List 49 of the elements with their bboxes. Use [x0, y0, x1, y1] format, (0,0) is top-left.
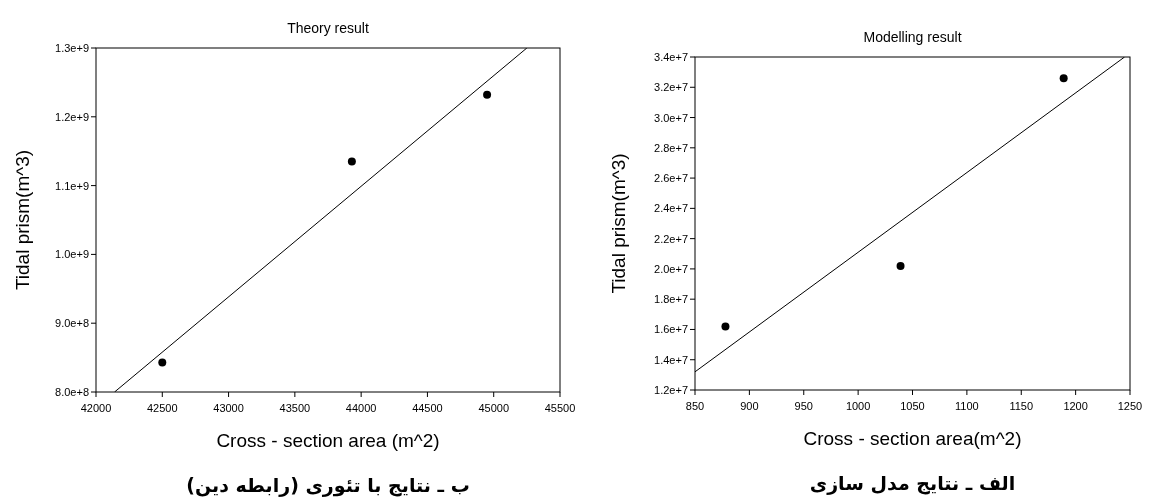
x-tick-label: 1150 — [1009, 400, 1034, 412]
x-tick-label: 1100 — [955, 400, 979, 412]
text: الف ـ نتایج مدل سازی — [809, 472, 1016, 495]
x-tick-label: 44500 — [412, 402, 443, 414]
x-tick-label: 850 — [685, 400, 705, 412]
x-tick-label: 43000 — [213, 402, 244, 414]
point — [158, 358, 167, 367]
x-tick-label: 42500 — [146, 402, 178, 414]
y-tick-label: 1.1e+9 — [55, 179, 89, 192]
y-tick-label: 1.2e+9 — [55, 110, 89, 123]
y-tick-label: 9.0e+8 — [55, 317, 89, 330]
point — [721, 322, 730, 331]
y-tick-label: 3.0e+7 — [654, 111, 688, 124]
point — [483, 90, 492, 99]
y-tick-label: 1.8e+7 — [654, 293, 688, 306]
x-axis-title: Cross - section area (m^2) — [216, 430, 440, 451]
y-tick-label: 2.2e+7 — [654, 232, 688, 245]
y-tick-label: 1.3e+9 — [55, 42, 89, 54]
x-tick-label: 42000 — [80, 402, 112, 414]
x-tick-label: 1050 — [900, 400, 925, 412]
y-axis-title: Tidal prism(m^3) — [12, 149, 34, 291]
y-tick-label: 3.4e+7 — [654, 51, 688, 63]
y-tick-label: 2.0e+7 — [654, 262, 688, 275]
y-tick-label: 1.4e+7 — [654, 353, 688, 366]
point — [347, 157, 356, 166]
x-tick-label: 44000 — [345, 402, 377, 414]
x-tick-label: 1000 — [845, 400, 871, 412]
chart-title: Modelling result — [863, 29, 962, 45]
x-tick-label: 1200 — [1063, 400, 1088, 412]
x-tick-label: 900 — [740, 400, 759, 412]
y-axis-title: Tidal prism(m^3) — [608, 153, 630, 294]
x-tick-label: 43500 — [279, 402, 311, 414]
y-tick-label: 3.2e+7 — [654, 81, 688, 94]
x-tick-label: 45000 — [478, 402, 510, 414]
y-tick-label: 2.4e+7 — [654, 202, 688, 215]
point — [896, 261, 905, 270]
y-tick-label: 1.2e+7 — [654, 384, 688, 396]
y-tick-label: 2.6e+7 — [654, 172, 688, 185]
y-tick-label: 1.0e+9 — [55, 248, 89, 261]
y-tick-label: 2.8e+7 — [654, 141, 688, 154]
x-tick-label: 1250 — [1117, 400, 1143, 412]
y-tick-label: 8.0e+8 — [55, 386, 89, 398]
chart-title: Theory result — [287, 20, 369, 36]
point — [1059, 74, 1068, 83]
y-tick-label: 1.6e+7 — [654, 323, 688, 336]
x-axis-title: Cross - section area(m^2) — [803, 428, 1022, 449]
x-tick-label: 950 — [794, 400, 813, 412]
x-tick-label: 45500 — [544, 402, 576, 414]
text: ب ـ نتایج با تئوری (رابطه دین) — [186, 474, 470, 497]
